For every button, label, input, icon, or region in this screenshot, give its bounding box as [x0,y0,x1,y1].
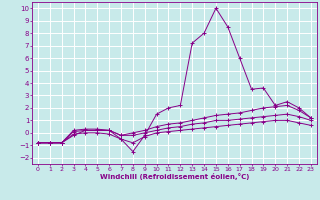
X-axis label: Windchill (Refroidissement éolien,°C): Windchill (Refroidissement éolien,°C) [100,173,249,180]
